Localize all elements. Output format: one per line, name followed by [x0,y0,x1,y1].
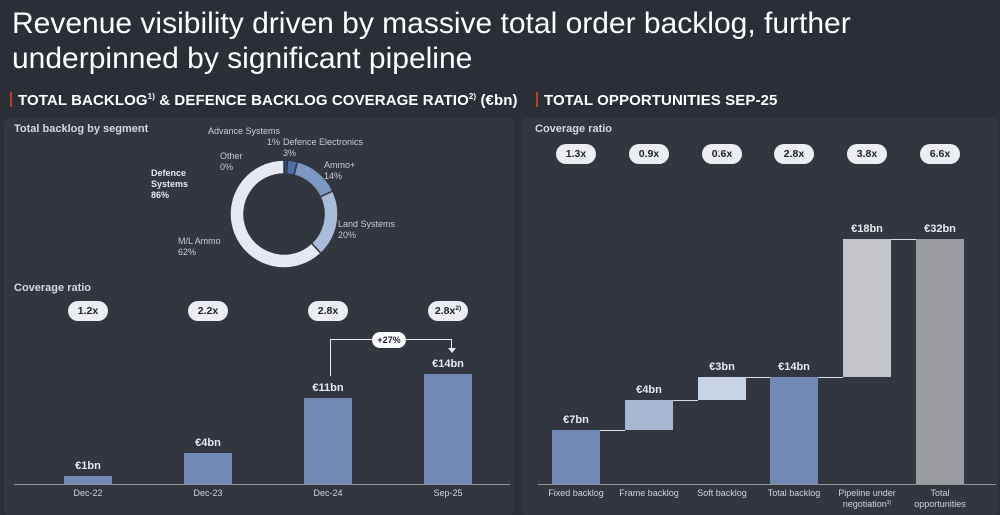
growth-badge: +27% [372,332,406,348]
donut-label: Total backlog by segment [14,123,149,135]
coverage-label-right: Coverage ratio [535,123,613,135]
slice-label-ml-ammo: M/L Ammo 62% [178,236,221,257]
backlog-category-label: Dec-23 [193,488,223,498]
donut-slice-land-systems [310,190,339,255]
backlog-donut-chart [229,159,339,269]
heading-accent [10,92,12,107]
backlog-panel: Total backlog by segment Coverage ratio … [4,118,514,515]
coverage-ratio-pill: 0.6x [702,144,742,164]
opportunity-value-label: €4bn [636,383,662,396]
coverage-ratio-pill: 3.8x [847,144,887,164]
opportunity-category-label: Soft backlog [682,488,762,499]
coverage-ratio-pill: 1.2x [68,301,108,321]
opportunities-panel: Coverage ratio €7bn Fixed backlog 1.3x €4bn… [522,118,998,515]
opportunity-category-label: Total backlog [754,488,834,499]
coverage-ratio-pill: 0.9x [629,144,669,164]
heading-accent [536,92,538,107]
waterfall-connector [891,239,916,240]
opportunity-category-label: Frame backlog [609,488,689,499]
opportunity-bar-frame-backlog [625,399,673,431]
category-line: Fixed backlog [548,488,604,498]
opportunity-category-label: Fixed backlog [536,488,616,499]
opportunity-bar-pipeline-under-negotiation [843,239,891,377]
donut-defence-systems-label: Defence Systems 86% [151,168,189,200]
waterfall-connector [600,430,625,432]
waterfall-connector [746,376,770,378]
opportunity-bar-fixed-backlog [552,430,600,484]
coverage-ratio-pill: 2.8x2) [428,301,468,321]
slice-label-land-systems: Land Systems 20% [338,219,396,240]
backlog-value-label: €4bn [195,436,221,449]
category-line: Pipeline under [838,488,896,498]
opportunity-value-label: €18bn [851,223,883,235]
backlog-category-label: Sep-25 [433,488,463,498]
waterfall-connector [818,376,843,378]
coverage-footnote: 2) [455,305,462,312]
right-axis-line [538,484,996,485]
growth-arrow-icon [448,348,456,353]
slice-label-advance-systems: Advance Systems 1% [207,126,280,147]
left-axis-line [14,484,510,485]
category-line: Total backlog [767,488,821,498]
right-section-heading: TOTAL OPPORTUNITIES SEP-25 [536,92,777,109]
category-footnote: 3) [886,500,892,506]
category-line: Total [930,488,950,498]
category-line: Soft backlog [697,488,747,498]
opportunity-bar-soft-backlog [698,376,746,400]
opportunity-value-label: €7bn [563,414,589,427]
opportunity-value-label: €32bn [924,223,956,235]
waterfall-connector [673,399,698,401]
category-line: Frame backlog [619,488,679,498]
backlog-bar-sep-25 [424,374,472,484]
slice-label-ammo-plus: Ammo+ 14% [324,160,356,181]
slice-label-other: Other 0% [220,151,243,172]
donut-slice-m-l-ammo [229,159,323,269]
slice-label-defence-electronics: Defence Electronics 3% [283,137,364,158]
backlog-bar-dec-23 [184,452,232,484]
category-line: opportunities [914,499,966,509]
growth-connector-left [330,339,331,376]
backlog-bar-dec-22 [64,476,112,484]
opportunity-bar-total-opportunities [916,239,964,484]
backlog-value-label: €14bn [432,358,464,370]
backlog-bar-dec-24 [304,397,352,484]
slide-title: Revenue visibility driven by massive tot… [12,7,851,75]
coverage-ratio-pill: 2.2x [188,301,228,321]
opportunity-value-label: €14bn [778,360,810,373]
category-line: negotiation3) [842,499,892,509]
opportunity-bar-total-backlog [770,376,818,484]
coverage-ratio-pill: 2.8x [774,144,814,164]
left-section-heading: TOTAL BACKLOG1) & DEFENCE BACKLOG COVERA… [10,92,518,109]
opportunity-category-label: Pipeline under negotiation3) [827,488,907,510]
backlog-category-label: Dec-24 [313,488,343,498]
backlog-category-label: Dec-22 [73,488,103,498]
backlog-value-label: €11bn [312,381,344,394]
growth-connector-right [451,339,452,349]
coverage-ratio-pill: 1.3x [556,144,596,164]
coverage-ratio-pill: 6.6x [920,144,960,164]
coverage-ratio-pill: 2.8x [308,301,348,321]
coverage-label-left: Coverage ratio [14,282,92,294]
backlog-value-label: €1bn [75,460,101,473]
opportunity-value-label: €3bn [709,360,735,373]
opportunity-category-label: Total opportunities [900,488,980,510]
